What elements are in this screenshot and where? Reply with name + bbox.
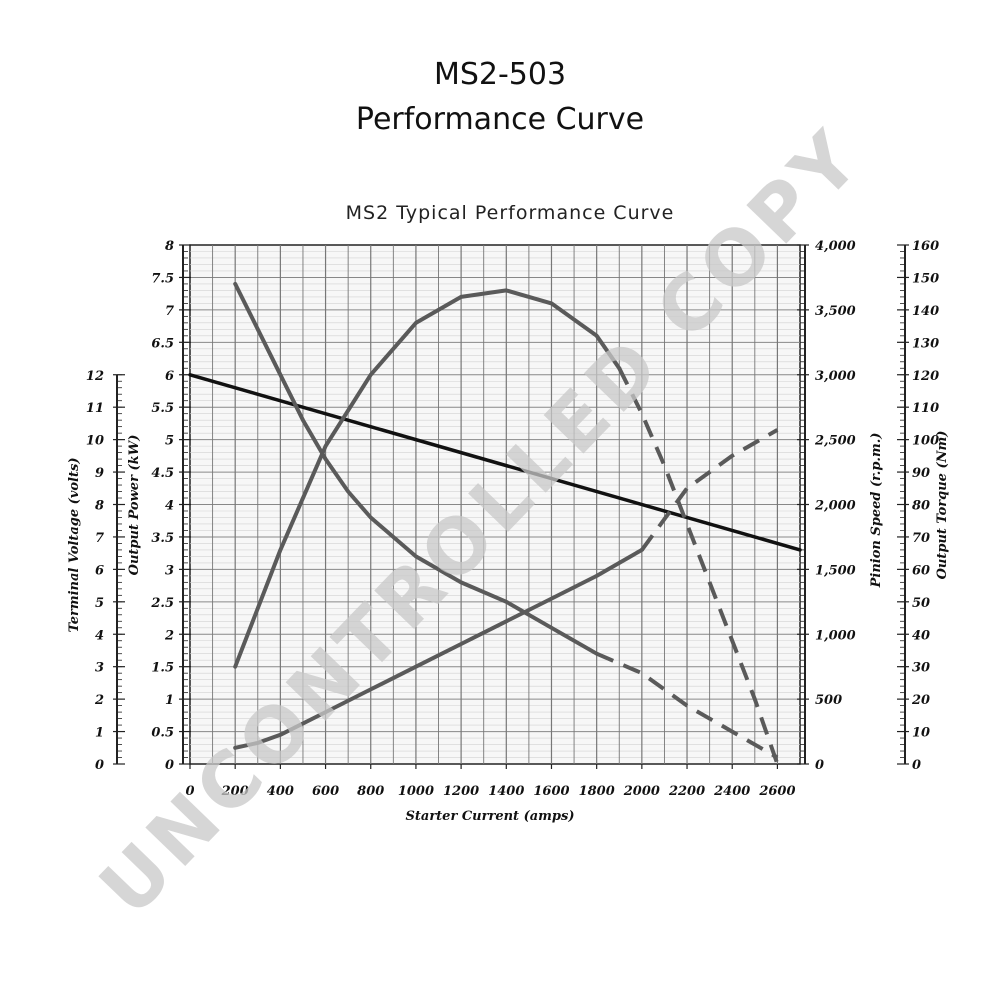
tick-label-pinion_speed: 2,500 (814, 434, 856, 449)
chart-grid (189, 244, 801, 765)
tick-label-output_power: 4.5 (151, 466, 174, 481)
tick-label-terminal_voltage: 2 (94, 693, 104, 708)
tick-label-pinion_speed: 3,500 (815, 304, 856, 319)
series-line-dashed-pinion_speed (595, 651, 779, 760)
tick-label-output_torque: 30 (912, 661, 930, 676)
tick-label-output_torque: 90 (912, 466, 930, 481)
series-line-output_torque (233, 547, 644, 750)
x-tick-label: 2400 (713, 784, 750, 799)
tick-label-terminal_voltage: 9 (95, 466, 104, 481)
series-line-terminal_voltage (188, 373, 802, 552)
x-tick-label: 0 (185, 784, 194, 799)
tick-label-output_torque: 40 (912, 628, 930, 643)
tick-label-terminal_voltage: 8 (95, 499, 104, 514)
tick-label-output_power: 7 (165, 304, 174, 319)
chart-series (188, 281, 802, 765)
tick-label-output_torque: 60 (912, 563, 930, 578)
tick-label-output_power: 0.5 (151, 726, 174, 741)
tick-label-output_torque: 80 (912, 499, 930, 514)
tick-label-pinion_speed: 0 (815, 758, 824, 773)
tick-label-output_power: 2 (164, 628, 174, 643)
series-line-dashed-output_power (617, 367, 780, 765)
tick-label-pinion_speed: 4,000 (815, 239, 856, 254)
tick-label-output_power: 2.5 (150, 596, 174, 611)
tick-label-output_power: 3.5 (151, 531, 174, 546)
tick-label-output_torque: 110 (912, 401, 939, 416)
tick-label-output_power: 3 (165, 563, 174, 578)
tick-label-terminal_voltage: 4 (95, 628, 104, 643)
tick-label-pinion_speed: 500 (815, 693, 842, 708)
tick-label-terminal_voltage: 6 (95, 563, 104, 578)
chart-axes: 0 200 400 600 800 1000 1200 1400 1600 1800 2000 220… (86, 239, 939, 799)
page-title-subtitle: Performance Curve (355, 102, 645, 137)
tick-label-terminal_voltage: 5 (95, 596, 104, 611)
tick-label-output_power: 6.5 (151, 336, 174, 351)
x-tick-label: 1400 (488, 784, 524, 799)
x-tick-label: 200 (221, 784, 249, 799)
tick-label-output_torque: 50 (912, 596, 930, 611)
tick-label-output_torque: 0 (912, 758, 921, 773)
page-title-model: MS2-503 (433, 57, 567, 92)
y-axis-label-pinion-speed: Pinion Speed (r.p.m.) (869, 433, 884, 589)
tick-label-output_power: 5.5 (151, 401, 174, 416)
y-axis-label-output-torque: Output Torque (Nm) (935, 431, 950, 580)
tick-label-output_power: 1 (165, 693, 174, 708)
tick-label-terminal_voltage: 3 (95, 661, 104, 676)
tick-label-output_torque: 10 (912, 726, 930, 741)
x-tick-label: 400 (267, 784, 294, 799)
tick-label-pinion_speed: 3,000 (815, 369, 856, 384)
tick-label-output_torque: 100 (912, 434, 939, 449)
tick-label-pinion_speed: 1,500 (815, 563, 856, 578)
tick-label-output_power: 0 (165, 758, 174, 773)
tick-label-terminal_voltage: 1 (95, 726, 104, 741)
x-tick-label: 1600 (533, 784, 569, 799)
tick-label-output_torque: 20 (911, 693, 930, 708)
tick-label-terminal_voltage: 0 (95, 758, 104, 773)
x-tick-label: 2200 (668, 784, 705, 799)
tick-label-output_torque: 70 (912, 531, 930, 546)
tick-label-pinion_speed: 2,000 (814, 499, 856, 514)
tick-label-output_torque: 160 (912, 239, 939, 254)
tick-label-output_torque: 140 (912, 304, 939, 319)
chart-title: MS2 Typical Performance Curve (346, 202, 675, 224)
tick-label-terminal_voltage: 11 (86, 401, 104, 416)
x-tick-label: 2600 (758, 784, 795, 799)
tick-label-output_torque: 130 (912, 336, 939, 351)
x-tick-label: 1200 (443, 784, 479, 799)
series-line-output_power (233, 288, 622, 669)
series-line-dashed-output_torque (640, 428, 779, 552)
series-line-pinion_speed (233, 281, 599, 656)
tick-label-output_torque: 150 (912, 271, 939, 286)
x-axis-label: Starter Current (amps) (406, 809, 575, 824)
y-axis-label-output-power: Output Power (kW) (127, 435, 142, 576)
tick-label-terminal_voltage: 10 (86, 434, 104, 449)
tick-label-output_torque: 120 (912, 369, 939, 384)
tick-label-pinion_speed: 1,000 (815, 628, 856, 643)
tick-label-output_power: 4 (165, 499, 174, 514)
x-tick-label: 600 (312, 784, 339, 799)
tick-label-output_power: 6 (165, 369, 174, 384)
tick-label-output_power: 7.5 (151, 271, 174, 286)
x-tick-label: 1800 (579, 784, 615, 799)
x-tick-label: 2000 (623, 784, 660, 799)
tick-label-terminal_voltage: 7 (95, 531, 104, 546)
x-tick-label: 1000 (398, 784, 434, 799)
y-axis-label-terminal-voltage: Terminal Voltage (volts) (67, 458, 82, 633)
tick-label-terminal_voltage: 12 (86, 369, 104, 384)
x-tick-label: 800 (357, 784, 384, 799)
tick-label-output_power: 5 (165, 434, 174, 449)
tick-label-output_power: 8 (165, 239, 174, 254)
tick-label-output_power: 1.5 (151, 661, 174, 676)
